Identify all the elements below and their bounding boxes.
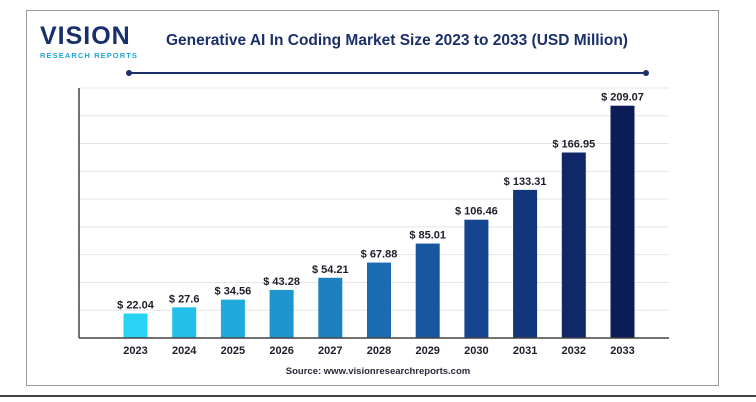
x-tick-2027: 2027 — [318, 345, 342, 357]
x-tick-2023: 2023 — [123, 345, 147, 357]
bar-2024 — [172, 307, 197, 338]
value-labels: $ 22.04 $ 27.6 $ 34.56 $ 43.28 $ 54.21 $ 67.8… — [117, 92, 644, 312]
x-tick-2032: 2032 — [562, 345, 586, 357]
value-label-2025: $ 34.56 — [215, 286, 252, 298]
bar-2030 — [464, 219, 489, 338]
x-tick-2030: 2030 — [464, 345, 488, 357]
bar-2026 — [269, 289, 294, 338]
value-label-2030: $ 106.46 — [455, 206, 498, 218]
x-tick-2024: 2024 — [172, 345, 197, 357]
bar-2027 — [318, 277, 343, 338]
value-label-2028: $ 67.88 — [361, 249, 398, 261]
value-label-2026: $ 43.28 — [263, 276, 300, 288]
bar-2031 — [513, 189, 538, 338]
value-label-2029: $ 85.01 — [409, 230, 446, 242]
value-label-2032: $ 166.95 — [552, 139, 595, 151]
title-underline — [126, 70, 649, 76]
x-tick-2025: 2025 — [221, 345, 245, 357]
x-tick-labels: 2023 2024 2025 2026 2027 2028 2029 2030 2031 2032… — [123, 345, 634, 357]
x-tick-2029: 2029 — [415, 345, 439, 357]
source-note: Source: www.visionresearchreports.com — [285, 366, 471, 377]
logo-wordmark: VISION — [40, 22, 131, 50]
chart-title: Generative AI In Coding Market Size 2023… — [166, 32, 628, 49]
page-bottom-rule — [0, 395, 756, 397]
bar-2032 — [561, 152, 586, 338]
value-label-2023: $ 22.04 — [117, 300, 155, 312]
value-label-2024: $ 27.6 — [169, 293, 200, 305]
x-tick-2028: 2028 — [367, 345, 391, 357]
x-tick-2033: 2033 — [610, 345, 634, 357]
bar-2023 — [123, 313, 148, 338]
value-label-2031: $ 133.31 — [504, 176, 547, 188]
bars — [123, 105, 635, 338]
bar-2033 — [610, 105, 635, 338]
x-tick-2031: 2031 — [513, 345, 537, 357]
logo-tagline: RESEARCH REPORTS — [40, 51, 139, 60]
value-label-2027: $ 54.21 — [312, 264, 349, 276]
x-tick-2026: 2026 — [269, 345, 293, 357]
axes — [78, 88, 669, 339]
bar-2029 — [415, 243, 440, 338]
value-label-2033: $ 209.07 — [601, 92, 644, 104]
bar-2025 — [220, 299, 245, 338]
bar-2028 — [367, 262, 391, 338]
brand-logo: VISION RESEARCH REPORTS — [40, 22, 139, 61]
